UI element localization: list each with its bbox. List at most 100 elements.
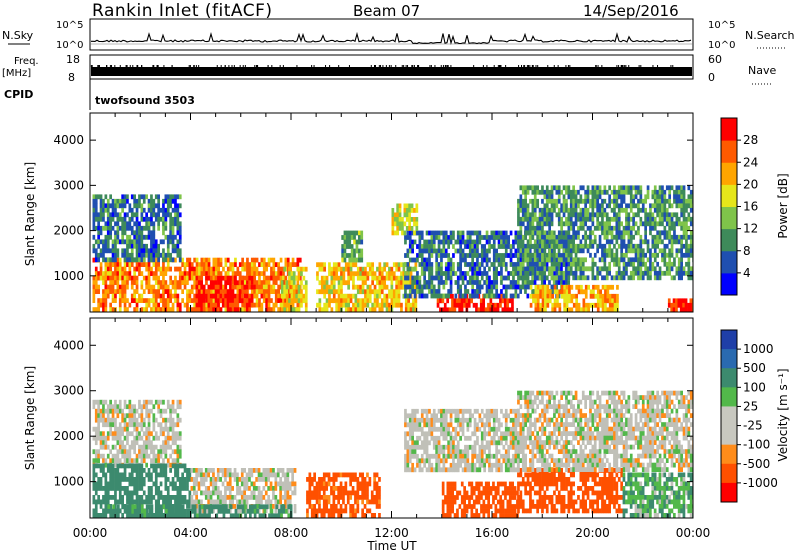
rti-cell	[485, 275, 489, 281]
rti-cell	[606, 298, 610, 304]
rti-cell	[186, 307, 189, 312]
rti-cell	[217, 280, 220, 286]
rti-cell	[572, 261, 575, 267]
rti-cell	[94, 426, 98, 432]
rti-cell	[658, 239, 662, 245]
rti-cell	[118, 431, 122, 437]
rti-cell	[104, 289, 108, 294]
rti-cell	[432, 289, 436, 294]
rti-cell	[104, 275, 108, 281]
rti-cell	[529, 252, 532, 258]
rti-cell	[195, 302, 199, 308]
rti-cell	[560, 234, 563, 240]
rti-cell	[157, 404, 160, 410]
rti-cell	[349, 266, 353, 272]
rti-cell	[625, 221, 628, 227]
rti-cell	[126, 486, 129, 491]
rti-cell	[135, 440, 139, 446]
rti-cell	[418, 244, 422, 249]
rti-cell	[178, 252, 182, 258]
rti-cell	[565, 185, 568, 191]
rti-cell	[383, 266, 386, 272]
rti-cell	[224, 262, 228, 267]
rti-cell	[509, 280, 513, 285]
rti-cell	[557, 239, 561, 245]
rti-cell	[501, 311, 505, 312]
rti-cell	[371, 262, 374, 268]
rti-cell	[414, 262, 418, 268]
rti-cell	[135, 212, 139, 218]
rti-cell	[400, 262, 403, 268]
rti-cell	[411, 275, 414, 281]
rti-cell	[552, 230, 556, 236]
rti-cell	[130, 207, 134, 213]
rti-cell	[492, 239, 496, 245]
rti-cell	[504, 244, 508, 249]
rti-cell	[229, 311, 232, 312]
rti-cell	[135, 435, 139, 441]
rti-cell	[99, 275, 103, 281]
rti-cell	[121, 463, 124, 469]
rti-cell	[241, 307, 244, 312]
rti-cell	[556, 289, 559, 295]
rti-cell	[653, 189, 657, 195]
rti-cell	[506, 302, 509, 308]
rti-cell	[97, 307, 100, 312]
rti-cell	[670, 185, 674, 191]
rti-cell	[284, 257, 288, 263]
rti-cell	[685, 207, 688, 213]
rti-cell	[447, 293, 450, 299]
rti-cell	[689, 239, 693, 245]
rti-cell	[550, 216, 554, 222]
rti-cell	[118, 275, 122, 281]
rti-cell	[205, 293, 208, 299]
rti-cell	[471, 239, 474, 245]
rti-cell	[186, 298, 189, 303]
rti-cell	[111, 225, 115, 231]
rti-cell	[171, 399, 175, 405]
rti-cell	[555, 189, 559, 195]
rti-cell	[128, 458, 132, 464]
rti-cell	[126, 243, 129, 249]
rti-cell	[541, 230, 544, 236]
rti-cell	[142, 449, 146, 455]
rti-cell	[226, 311, 230, 312]
rti-cell	[169, 444, 172, 450]
rti-cell	[147, 302, 151, 308]
rti-cell	[133, 404, 136, 410]
rti-cell	[541, 270, 544, 276]
rti-cell	[562, 185, 566, 191]
rti-cell	[677, 221, 681, 227]
rti-cell	[478, 284, 482, 290]
rti-cell	[243, 275, 247, 281]
rti-cell	[558, 307, 562, 312]
rti-cell	[536, 248, 539, 254]
rti-cell	[567, 225, 571, 231]
rti-cell	[169, 198, 172, 204]
rti-cell	[468, 235, 472, 240]
rti-cell	[111, 481, 115, 487]
rti-cell	[468, 253, 472, 258]
rti-cell	[538, 225, 542, 231]
rti-cell	[361, 284, 365, 290]
rti-cell	[447, 275, 450, 281]
rti-cell	[174, 275, 177, 281]
rti-cell	[99, 453, 103, 459]
rti-cell	[400, 280, 403, 286]
rti-cell	[246, 262, 249, 267]
rti-cell	[534, 289, 538, 295]
rti-cell	[200, 257, 204, 263]
rti-cell	[138, 431, 141, 437]
rti-cell	[529, 221, 532, 227]
rti-cell	[373, 275, 377, 281]
rti-cell	[195, 293, 199, 299]
rti-cell	[174, 289, 177, 294]
rti-cell	[138, 477, 141, 482]
rti-cell	[267, 307, 271, 312]
rti-cell	[343, 244, 347, 249]
rti-cell	[663, 216, 667, 222]
rti-cell	[459, 275, 462, 281]
rti-cell	[601, 266, 604, 272]
rti-cell	[152, 225, 156, 231]
rti-cell	[323, 280, 326, 286]
